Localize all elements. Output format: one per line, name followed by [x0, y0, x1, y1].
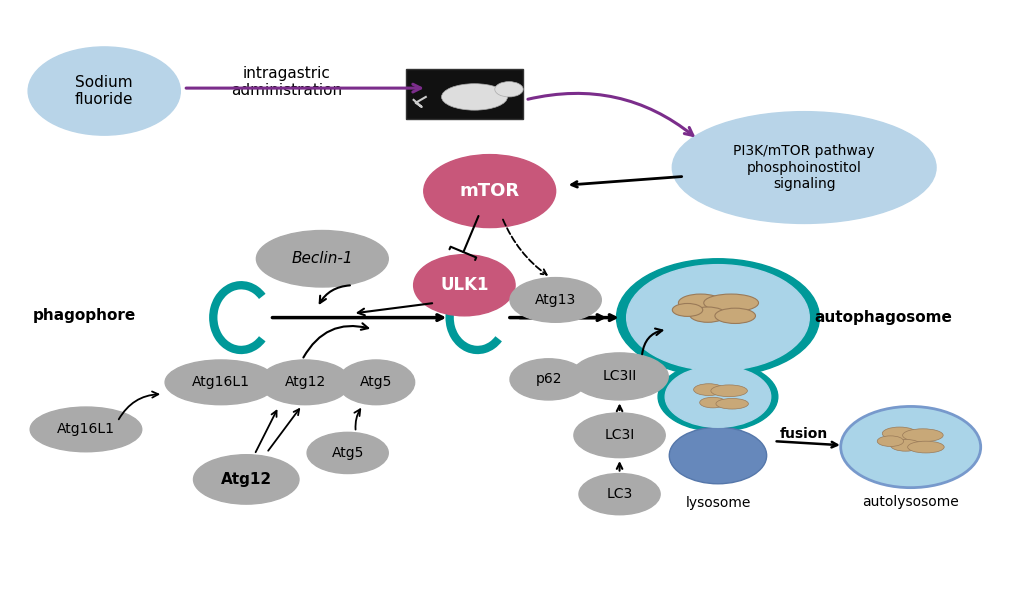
- Ellipse shape: [693, 384, 723, 396]
- FancyArrowPatch shape: [528, 93, 692, 135]
- Text: intragastric
administration: intragastric administration: [231, 66, 342, 99]
- Ellipse shape: [510, 359, 587, 400]
- Ellipse shape: [29, 47, 180, 135]
- Text: Atg5: Atg5: [331, 446, 364, 460]
- Text: autolysosome: autolysosome: [861, 495, 958, 509]
- Text: Atg12: Atg12: [284, 375, 325, 389]
- Circle shape: [840, 406, 979, 488]
- Text: Atg13: Atg13: [535, 293, 576, 307]
- Ellipse shape: [574, 413, 664, 457]
- Ellipse shape: [571, 353, 667, 400]
- Text: Sodium
fluoride: Sodium fluoride: [75, 75, 133, 108]
- Ellipse shape: [579, 473, 659, 515]
- Ellipse shape: [256, 230, 388, 287]
- Ellipse shape: [494, 81, 523, 97]
- Circle shape: [657, 362, 777, 431]
- Ellipse shape: [714, 308, 755, 324]
- Ellipse shape: [699, 397, 726, 408]
- Text: LC3: LC3: [606, 487, 632, 501]
- FancyBboxPatch shape: [406, 69, 522, 119]
- Ellipse shape: [876, 436, 903, 447]
- Ellipse shape: [194, 454, 299, 504]
- Text: fusion: fusion: [780, 426, 827, 441]
- Text: ULK1: ULK1: [439, 276, 488, 294]
- FancyArrowPatch shape: [185, 84, 420, 92]
- Text: mTOR: mTOR: [460, 182, 520, 200]
- Circle shape: [626, 265, 808, 371]
- Text: Atg5: Atg5: [360, 375, 392, 389]
- Ellipse shape: [337, 360, 415, 405]
- FancyArrowPatch shape: [303, 323, 368, 358]
- Ellipse shape: [902, 429, 943, 442]
- Ellipse shape: [890, 440, 920, 451]
- Text: LC3I: LC3I: [604, 428, 634, 443]
- Ellipse shape: [414, 255, 515, 316]
- Ellipse shape: [259, 360, 351, 405]
- Ellipse shape: [441, 84, 507, 110]
- Ellipse shape: [510, 277, 601, 323]
- Text: Atg16L1: Atg16L1: [192, 375, 250, 389]
- Ellipse shape: [689, 307, 726, 323]
- Ellipse shape: [672, 304, 702, 317]
- Circle shape: [615, 259, 818, 377]
- Text: p62: p62: [535, 372, 561, 386]
- Text: Beclin-1: Beclin-1: [291, 251, 353, 266]
- FancyArrowPatch shape: [358, 304, 432, 315]
- Ellipse shape: [710, 385, 747, 397]
- Ellipse shape: [715, 399, 748, 409]
- Ellipse shape: [307, 432, 388, 473]
- Ellipse shape: [678, 294, 722, 312]
- Text: PI3K/mTOR pathway
phosphoinostitol
signaling: PI3K/mTOR pathway phosphoinostitol signa…: [733, 144, 874, 191]
- FancyArrowPatch shape: [118, 391, 158, 419]
- Ellipse shape: [703, 294, 758, 312]
- Circle shape: [664, 366, 770, 427]
- FancyArrowPatch shape: [354, 409, 360, 429]
- Text: Atg12: Atg12: [220, 472, 271, 487]
- Text: lysosome: lysosome: [685, 495, 750, 510]
- FancyArrowPatch shape: [319, 285, 350, 303]
- Text: LC3II: LC3II: [602, 369, 636, 384]
- Ellipse shape: [881, 427, 916, 440]
- Ellipse shape: [31, 407, 142, 452]
- FancyArrowPatch shape: [642, 328, 661, 354]
- Text: phagophore: phagophore: [34, 308, 137, 323]
- Ellipse shape: [165, 360, 276, 405]
- Circle shape: [668, 427, 766, 484]
- Ellipse shape: [672, 112, 935, 223]
- Circle shape: [847, 410, 973, 484]
- Text: Atg16L1: Atg16L1: [57, 422, 115, 437]
- Text: autophagosome: autophagosome: [813, 310, 952, 325]
- Ellipse shape: [907, 441, 944, 453]
- Ellipse shape: [423, 154, 555, 228]
